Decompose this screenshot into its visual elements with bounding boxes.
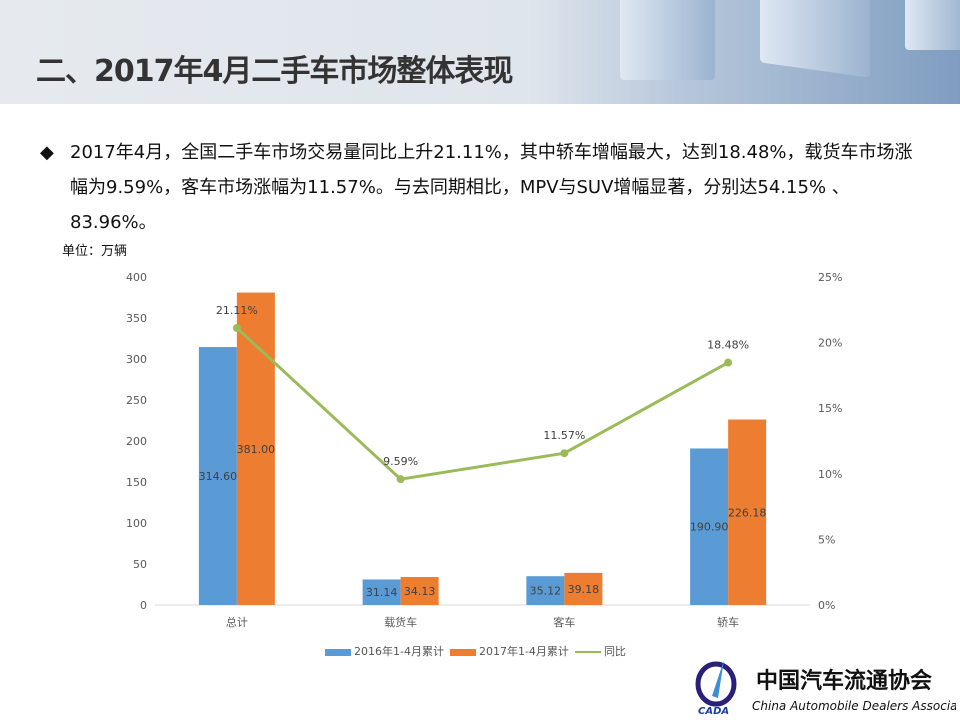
bar-2017 [564, 572, 603, 605]
bar-2016 [362, 579, 401, 605]
diamond-icon: ◆ [40, 142, 54, 163]
y2-tick-label: 25% [818, 271, 842, 284]
yoy-point [560, 449, 569, 458]
legend: 2016年1-4月累计 2017年1-4月累计 同比 [325, 643, 626, 659]
bar-data-label: 190.90 [690, 521, 729, 534]
bar-2016 [526, 576, 565, 605]
y-tick-label: 400 [126, 271, 147, 284]
bar-data-label: 31.14 [366, 586, 398, 599]
y2-tick-label: 5% [818, 533, 835, 546]
bar-data-label: 35.12 [530, 585, 562, 598]
decorative-cube [905, 0, 960, 50]
x-tick-label: 总计 [226, 615, 248, 629]
x-tick-label: 客车 [553, 615, 575, 629]
y-tick-label: 200 [126, 435, 147, 448]
y-tick-label: 50 [133, 558, 147, 571]
bar-data-label: 34.13 [404, 585, 436, 598]
y2-tick-label: 20% [818, 337, 842, 350]
y-tick-label: 300 [126, 353, 147, 366]
y-tick-label: 350 [126, 312, 147, 325]
y-tick-label: 250 [126, 394, 147, 407]
bar-data-label: 226.18 [728, 506, 767, 519]
bar-2016 [198, 347, 237, 605]
yoy-data-label: 9.59% [383, 455, 418, 468]
unit-label: 单位：万辆 [62, 244, 128, 259]
svg-text:CADA: CADA [698, 706, 729, 716]
yoy-point [724, 358, 733, 367]
header-banner: 二、2017年4月二手车市场整体表现 [0, 0, 960, 104]
decorative-cube [620, 0, 715, 80]
yoy-line [235, 326, 729, 481]
yoy-point [232, 324, 241, 333]
summary-text: 2017年4月，全国二手车市场交易量同比上升21.11%，其中轿车增幅最大，达到… [70, 142, 913, 233]
x-tick-label: 轿车 [717, 615, 739, 629]
y2-tick-label: 0% [818, 599, 835, 612]
y2-tick-label: 10% [818, 468, 842, 481]
summary-bullet: ◆ 2017年4月，全国二手车市场交易量同比上升21.11%，其中轿车增幅最大，… [40, 135, 920, 240]
yoy-data-label: 11.57% [543, 429, 585, 442]
legend-item-2016: 2016年1-4月累计 [325, 643, 444, 659]
y-tick-label: 0 [140, 599, 147, 612]
legend-item-2017: 2017年1-4月累计 [449, 643, 569, 659]
yoy-data-label: 18.48% [707, 339, 749, 352]
bar-2017 [400, 577, 439, 605]
bar-data-label: 39.18 [568, 583, 600, 596]
page-title: 二、2017年4月二手车市场整体表现 [36, 54, 513, 89]
bar-data-label: 314.60 [199, 470, 238, 483]
y-tick-label: 100 [126, 517, 147, 530]
y-tick-label: 150 [126, 476, 147, 489]
svg-text:中国汽车流通协会: 中国汽车流通协会 [756, 668, 932, 694]
yoy-data-label: 21.11% [216, 304, 258, 317]
x-tick-label: 载货车 [384, 615, 417, 629]
cada-logo: CADA 中国汽车流通协会 China Automobile Dealers A… [694, 656, 960, 717]
legend-item-yoy: 同比 [574, 643, 626, 659]
y2-tick-label: 15% [818, 402, 842, 415]
svg-text:China Automobile Dealers Assoc: China Automobile Dealers Association [752, 699, 956, 713]
bar-2017 [728, 419, 767, 605]
bar-2016 [690, 448, 729, 605]
bar-data-label: 381.00 [237, 443, 276, 456]
yoy-point [396, 475, 405, 484]
